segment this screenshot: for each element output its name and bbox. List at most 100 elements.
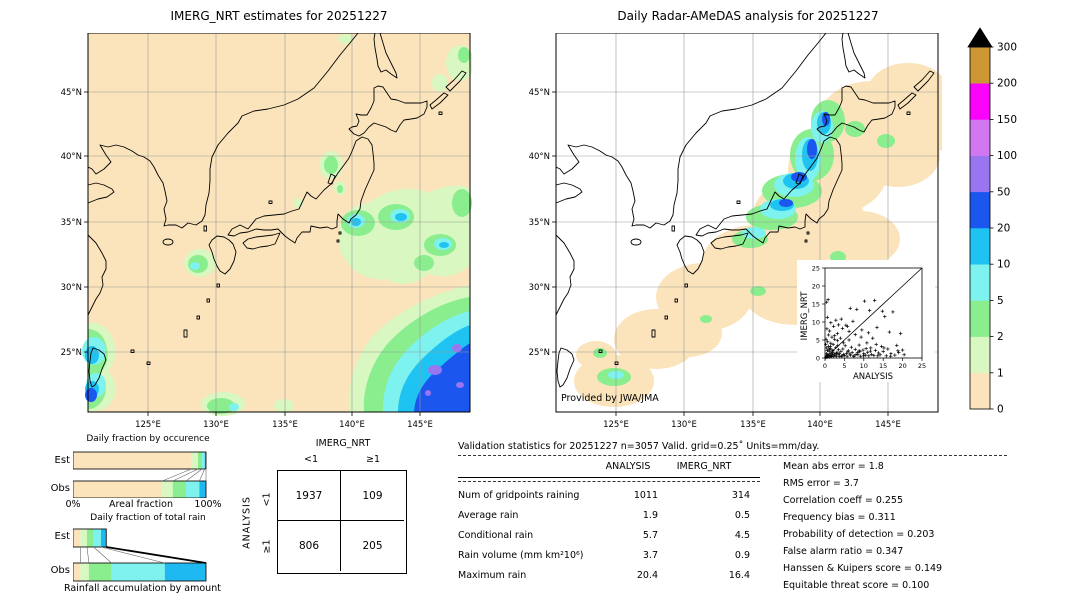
inset-tick-labels: 00 5 5 10 10 15 15 20 20 25 25 [812,264,926,370]
svg-text:5: 5 [842,362,846,370]
left-map-border [87,33,471,413]
svg-text:0: 0 [816,354,820,362]
svg-text:200: 200 [997,78,1017,90]
right-map-tick-labels: 125°E 130°E 135°E 140°E 145°E 45°N 40°N 35°N 30°… [529,88,901,430]
validation-header-analysis: ANALYSIS [605,461,651,472]
divider [458,478,760,482]
right-map: 125°E 130°E 135°E 140°E 145°E 45°N 40°N 35°N 30°… [529,33,942,430]
total-rain-est-label: Est [54,531,70,542]
left-map-tick-labels: 125°E 130°E 135°E 140°E 145°E 45°N 40°N 35°N 30°… [61,88,433,430]
svg-text:145°E: 145°E [875,420,901,430]
svg-text:25: 25 [918,362,926,370]
validation-scores: Mean abs error = 1.8 RMS error = 3.7 Cor… [783,461,1068,597]
contingency-table: 1937 109 806 205 [277,470,407,574]
occurrence-x1: 100% [194,499,222,510]
occurrence-xlabel: Areal fraction [108,499,173,510]
svg-text:135°E: 135°E [740,420,766,430]
contingency-col-label-lt1: <1 [303,454,318,465]
svg-text:20: 20 [898,362,906,370]
colorbar: 0 1 2 5 10 20 50 100 150 200 300 [967,27,1017,416]
inset-ylabel: IMERG_NRT [800,291,810,341]
stat-line: Equitable threat score = 0.100 [783,580,930,591]
svg-text:5: 5 [816,336,820,344]
validation-row: Conditional rain 5.7 4.5 [458,529,750,541]
svg-text:140°E: 140°E [339,420,365,430]
svg-text:30°N: 30°N [61,283,82,293]
total-rain-bars [73,528,207,582]
svg-text:10: 10 [812,318,820,326]
total-rain-title: Daily fraction of total rain [90,513,206,523]
svg-text:100: 100 [997,150,1017,162]
svg-text:15: 15 [812,300,820,308]
contingency-cell: 1937 [278,471,341,521]
svg-text:1: 1 [997,367,1004,379]
svg-text:130°E: 130°E [203,420,229,430]
svg-text:50: 50 [997,186,1010,198]
svg-text:25°N: 25°N [61,348,82,358]
svg-text:135°E: 135°E [272,420,298,430]
validation-row: Maximum rain 20.4 16.4 [458,569,750,581]
left-map-grid [88,33,470,412]
svg-text:2: 2 [997,331,1004,343]
validation-row: Num of gridpoints raining 1011 314 [458,489,750,501]
inset-xlabel: ANALYSIS [853,372,893,382]
validation-title: Validation statistics for 20251227 n=305… [458,441,1007,456]
stat-line: False alarm ratio = 0.347 [783,546,904,557]
stat-line: Correlation coeff = 0.255 [783,495,904,506]
inset-scatter: 00 5 5 10 10 15 15 20 20 25 25 ANALYSIS IMERG_NRT [797,260,935,382]
stat-line: RMS error = 3.7 [783,478,859,489]
svg-text:140°E: 140°E [807,420,833,430]
stat-line: Mean abs error = 1.8 [783,461,884,472]
map-credit: Provided by JWA/JMA [561,393,659,404]
contingency-row-label-ge1: ≥1 [261,539,273,554]
svg-text:35°N: 35°N [61,218,82,228]
svg-text:35°N: 35°N [529,218,550,228]
contingency-row-title: ANALYSIS [241,496,253,549]
occurrence-est-label: Est [54,455,70,466]
svg-text:5: 5 [997,295,1004,307]
left-map: 125°E 130°E 135°E 140°E 145°E 45°N 40°N 35°N 30°… [61,33,472,430]
contingency-cell: 806 [278,521,341,571]
stat-line: Probability of detection = 0.203 [783,529,935,540]
left-map-title: IMERG_NRT estimates for 20251227 [170,9,388,23]
svg-text:40°N: 40°N [61,152,82,162]
contingency-row-label-lt1: <1 [261,492,273,507]
svg-text:150: 150 [997,114,1017,126]
occurrence-x0: 0% [65,499,81,510]
svg-text:125°E: 125°E [603,420,629,430]
svg-text:45°N: 45°N [61,88,82,98]
svg-text:300: 300 [997,42,1017,54]
stat-line: Frequency bias = 0.311 [783,512,896,523]
inset-scatter-points [824,297,906,360]
svg-text:0: 0 [823,362,827,370]
contingency-col-label-ge1: ≥1 [365,454,380,465]
svg-text:45°N: 45°N [529,88,550,98]
svg-text:125°E: 125°E [135,420,161,430]
contingency-col-title: IMERG_NRT [315,438,371,449]
svg-text:15: 15 [879,362,887,370]
svg-text:145°E: 145°E [407,420,433,430]
validation-row: Rain volume (mm km²10⁶) 3.7 0.9 [458,549,750,561]
right-map-border [555,33,939,413]
validation-header-imerg: IMERG_NRT [676,461,732,472]
validation-table: ANALYSIS IMERG_NRT Num of gridpoints rai… [458,461,760,585]
svg-text:25: 25 [812,264,820,272]
stat-line: Hanssen & Kuipers score = 0.149 [783,563,943,574]
right-map-title: Daily Radar-AMeDAS analysis for 20251227 [617,9,879,23]
svg-text:0: 0 [997,404,1004,416]
svg-text:30°N: 30°N [529,283,550,293]
contingency-cell: 109 [341,471,404,521]
total-rain-obs-label: Obs [50,565,70,576]
contingency-cell: 205 [362,540,383,552]
right-map-precip [574,63,942,407]
occurrence-bars [73,451,207,498]
validation-row: Average rain 1.9 0.5 [458,509,750,521]
svg-text:25°N: 25°N [529,348,550,358]
svg-text:10: 10 [997,259,1010,271]
occurrence-obs-label: Obs [50,483,70,494]
svg-text:20: 20 [997,223,1010,235]
occurrence-title: Daily fraction by occurence [86,434,210,444]
svg-text:20: 20 [812,282,820,290]
svg-text:130°E: 130°E [671,420,697,430]
